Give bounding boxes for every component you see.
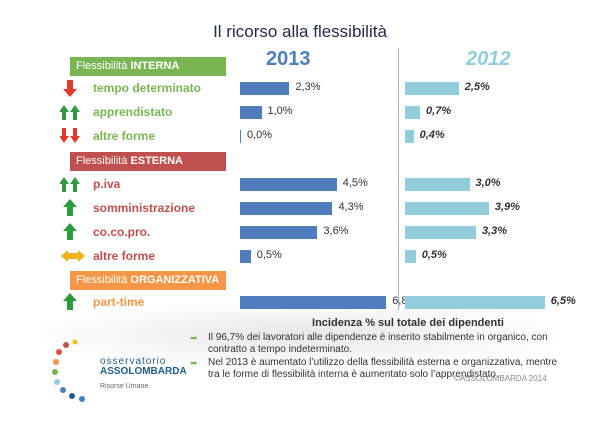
bar-2012 (405, 82, 459, 95)
double-arrow-up-green-icon (59, 102, 80, 122)
logo-line-2: ASSOLOMBARDA (100, 366, 187, 377)
data-label-2013: 4,3% (338, 201, 364, 213)
section-prefix: Flessibilità (76, 155, 131, 167)
bar-2012 (405, 178, 470, 191)
bar-2013 (240, 106, 262, 119)
data-label-2012: 3,3% (481, 225, 508, 237)
data-label-2012: 6,5% (550, 295, 576, 307)
section-flessibilita-esterna: Flessibilità ESTERNA (70, 152, 226, 171)
category-label: apprendistato (93, 105, 173, 119)
bar-2012 (405, 296, 545, 309)
data-label-2013: 1,0% (267, 105, 293, 117)
section-flessibilita-organizzativa: Flessibilità ORGANIZZATIVA (70, 271, 226, 290)
chart-title: Il ricorso alla flessibilità (213, 22, 387, 41)
data-label-2013: 0,5% (256, 249, 282, 261)
data-label-2012: 0,7% (426, 105, 452, 117)
bullet-icon: ➥ (190, 358, 198, 368)
bar-2013 (240, 250, 251, 263)
data-label-2012: 0,5% (421, 249, 447, 261)
bar-2013 (240, 178, 337, 191)
section-prefix: Flessibilità (76, 60, 131, 72)
logo-text: osservatorio ASSOLOMBARDA (100, 357, 187, 377)
copyright: ©ASSOLOMBARDA 2014 (454, 374, 547, 383)
arrow-up-green-icon (60, 292, 80, 312)
category-label: p.iva (93, 177, 121, 191)
background-shadow (30, 300, 570, 370)
bar-2013 (240, 130, 241, 143)
bar-2012 (405, 226, 476, 239)
data-label-2013: 0,0% (247, 129, 273, 141)
bar-2012 (405, 202, 489, 215)
bar-2013 (240, 82, 290, 95)
category-label: tempo determinato (93, 81, 202, 95)
bar-2012 (405, 250, 416, 263)
arrow-up-green-icon (60, 198, 80, 218)
double-arrow-down-red-icon (59, 126, 80, 146)
category-label: altre forme (93, 249, 156, 263)
bullet-icon: ➥ (190, 333, 198, 343)
category-label: somministrazione (93, 201, 196, 215)
section-flessibilita-interna: Flessibilità INTERNA (70, 57, 226, 76)
bar-2013 (240, 226, 318, 239)
bar-2013 (240, 296, 387, 309)
double-arrow-up-green-icon (59, 174, 80, 194)
data-label-2013: 3,6% (323, 225, 349, 237)
logo-subtitle: Risorse Umane (100, 383, 149, 390)
axis-title: Incidenza % sul totale dei dipendenti (312, 317, 504, 329)
arrow-up-green-icon (60, 222, 80, 242)
data-label-2012: 0,4% (419, 129, 445, 141)
note-2: Nel 2013 è aumentato l’utilizzo della fl… (208, 357, 558, 380)
category-label: altre forme (93, 129, 156, 143)
category-label: part-time (93, 295, 145, 309)
section-strong: ORGANIZZATIVA (130, 274, 220, 286)
data-label-2012: 2,5% (464, 81, 490, 93)
section-strong: INTERNA (130, 60, 180, 72)
bar-2013 (240, 202, 333, 215)
assolombarda-logo-icon (52, 339, 85, 402)
logo-line-1: osservatorio (100, 356, 167, 367)
year-2013-header: 2013 (266, 48, 311, 70)
section-prefix: Flessibilità (76, 274, 131, 286)
bar-2012 (405, 130, 414, 143)
section-strong: ESTERNA (130, 155, 183, 167)
column-divider (398, 48, 399, 310)
data-label-2013: 4,5% (342, 177, 368, 189)
category-label: co.co.pro. (93, 225, 151, 239)
data-label-2012: 3,9% (494, 201, 520, 213)
arrow-left-right-orange-icon (60, 246, 85, 266)
data-label-2012: 3,0% (475, 177, 501, 189)
bar-2012 (405, 106, 421, 119)
arrow-down-red-icon (60, 78, 80, 98)
data-label-2013: 2,3% (295, 81, 321, 93)
note-1: Il 96,7% dei lavoratori alle dipendenze … (208, 332, 548, 355)
year-2012-header: 2012 (466, 48, 511, 70)
